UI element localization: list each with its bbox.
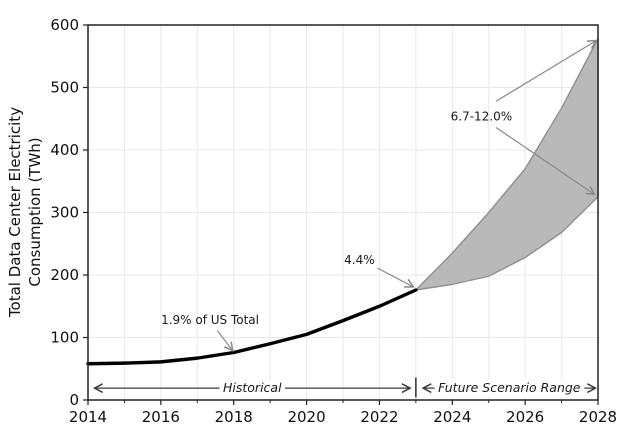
y-axis-label-line2: Consumption (TWh) [26,137,44,286]
x-tick-label: 2024 [433,408,471,426]
x-tick-label: 2020 [287,408,325,426]
annotation-label: 1.9% of US Total [161,313,259,327]
annotation-label: 6.7-12.0% [451,109,513,123]
annotation-arrow [495,127,596,196]
x-tick-label: 2016 [142,408,180,426]
axes-ticks: 2014 2016 2018 2020 2022 2024 2026 2028 0 100 200 3… [50,16,617,426]
annotation-pct-2028: 6.7-12.0% [451,39,598,196]
annotation-arrow [216,330,234,352]
x-tick-label: 2022 [360,408,398,426]
annotation-pct-2023: 4.4% [344,253,415,288]
historical-line [86,288,418,366]
annotation-arrow [377,267,415,288]
y-tick-label: 600 [50,16,79,34]
future-scenario-band [415,38,599,291]
y-tick-label: 300 [50,204,79,222]
future-span: Future Scenario Range [421,376,598,400]
historical-span-label: Historical [223,380,282,395]
y-tick-label: 500 [50,79,79,97]
y-tick-label: 100 [50,329,79,347]
future-span-label: Future Scenario Range [438,380,581,395]
x-tick-label: 2018 [215,408,253,426]
annotation-pct-2018: 1.9% of US Total [161,313,259,352]
historical-span: Historical [92,376,412,400]
x-tick-label: 2026 [506,408,544,426]
y-axis-label-line1: Total Data Center Electricity [6,107,24,318]
x-tick-label: 2028 [579,408,617,426]
y-tick-label: 200 [50,266,79,284]
x-tick-label: 2014 [69,408,107,426]
y-tick-label: 0 [69,391,79,409]
y-tick-label: 400 [50,141,79,159]
annotation-label: 4.4% [344,253,375,267]
annotation-arrow [495,39,598,102]
